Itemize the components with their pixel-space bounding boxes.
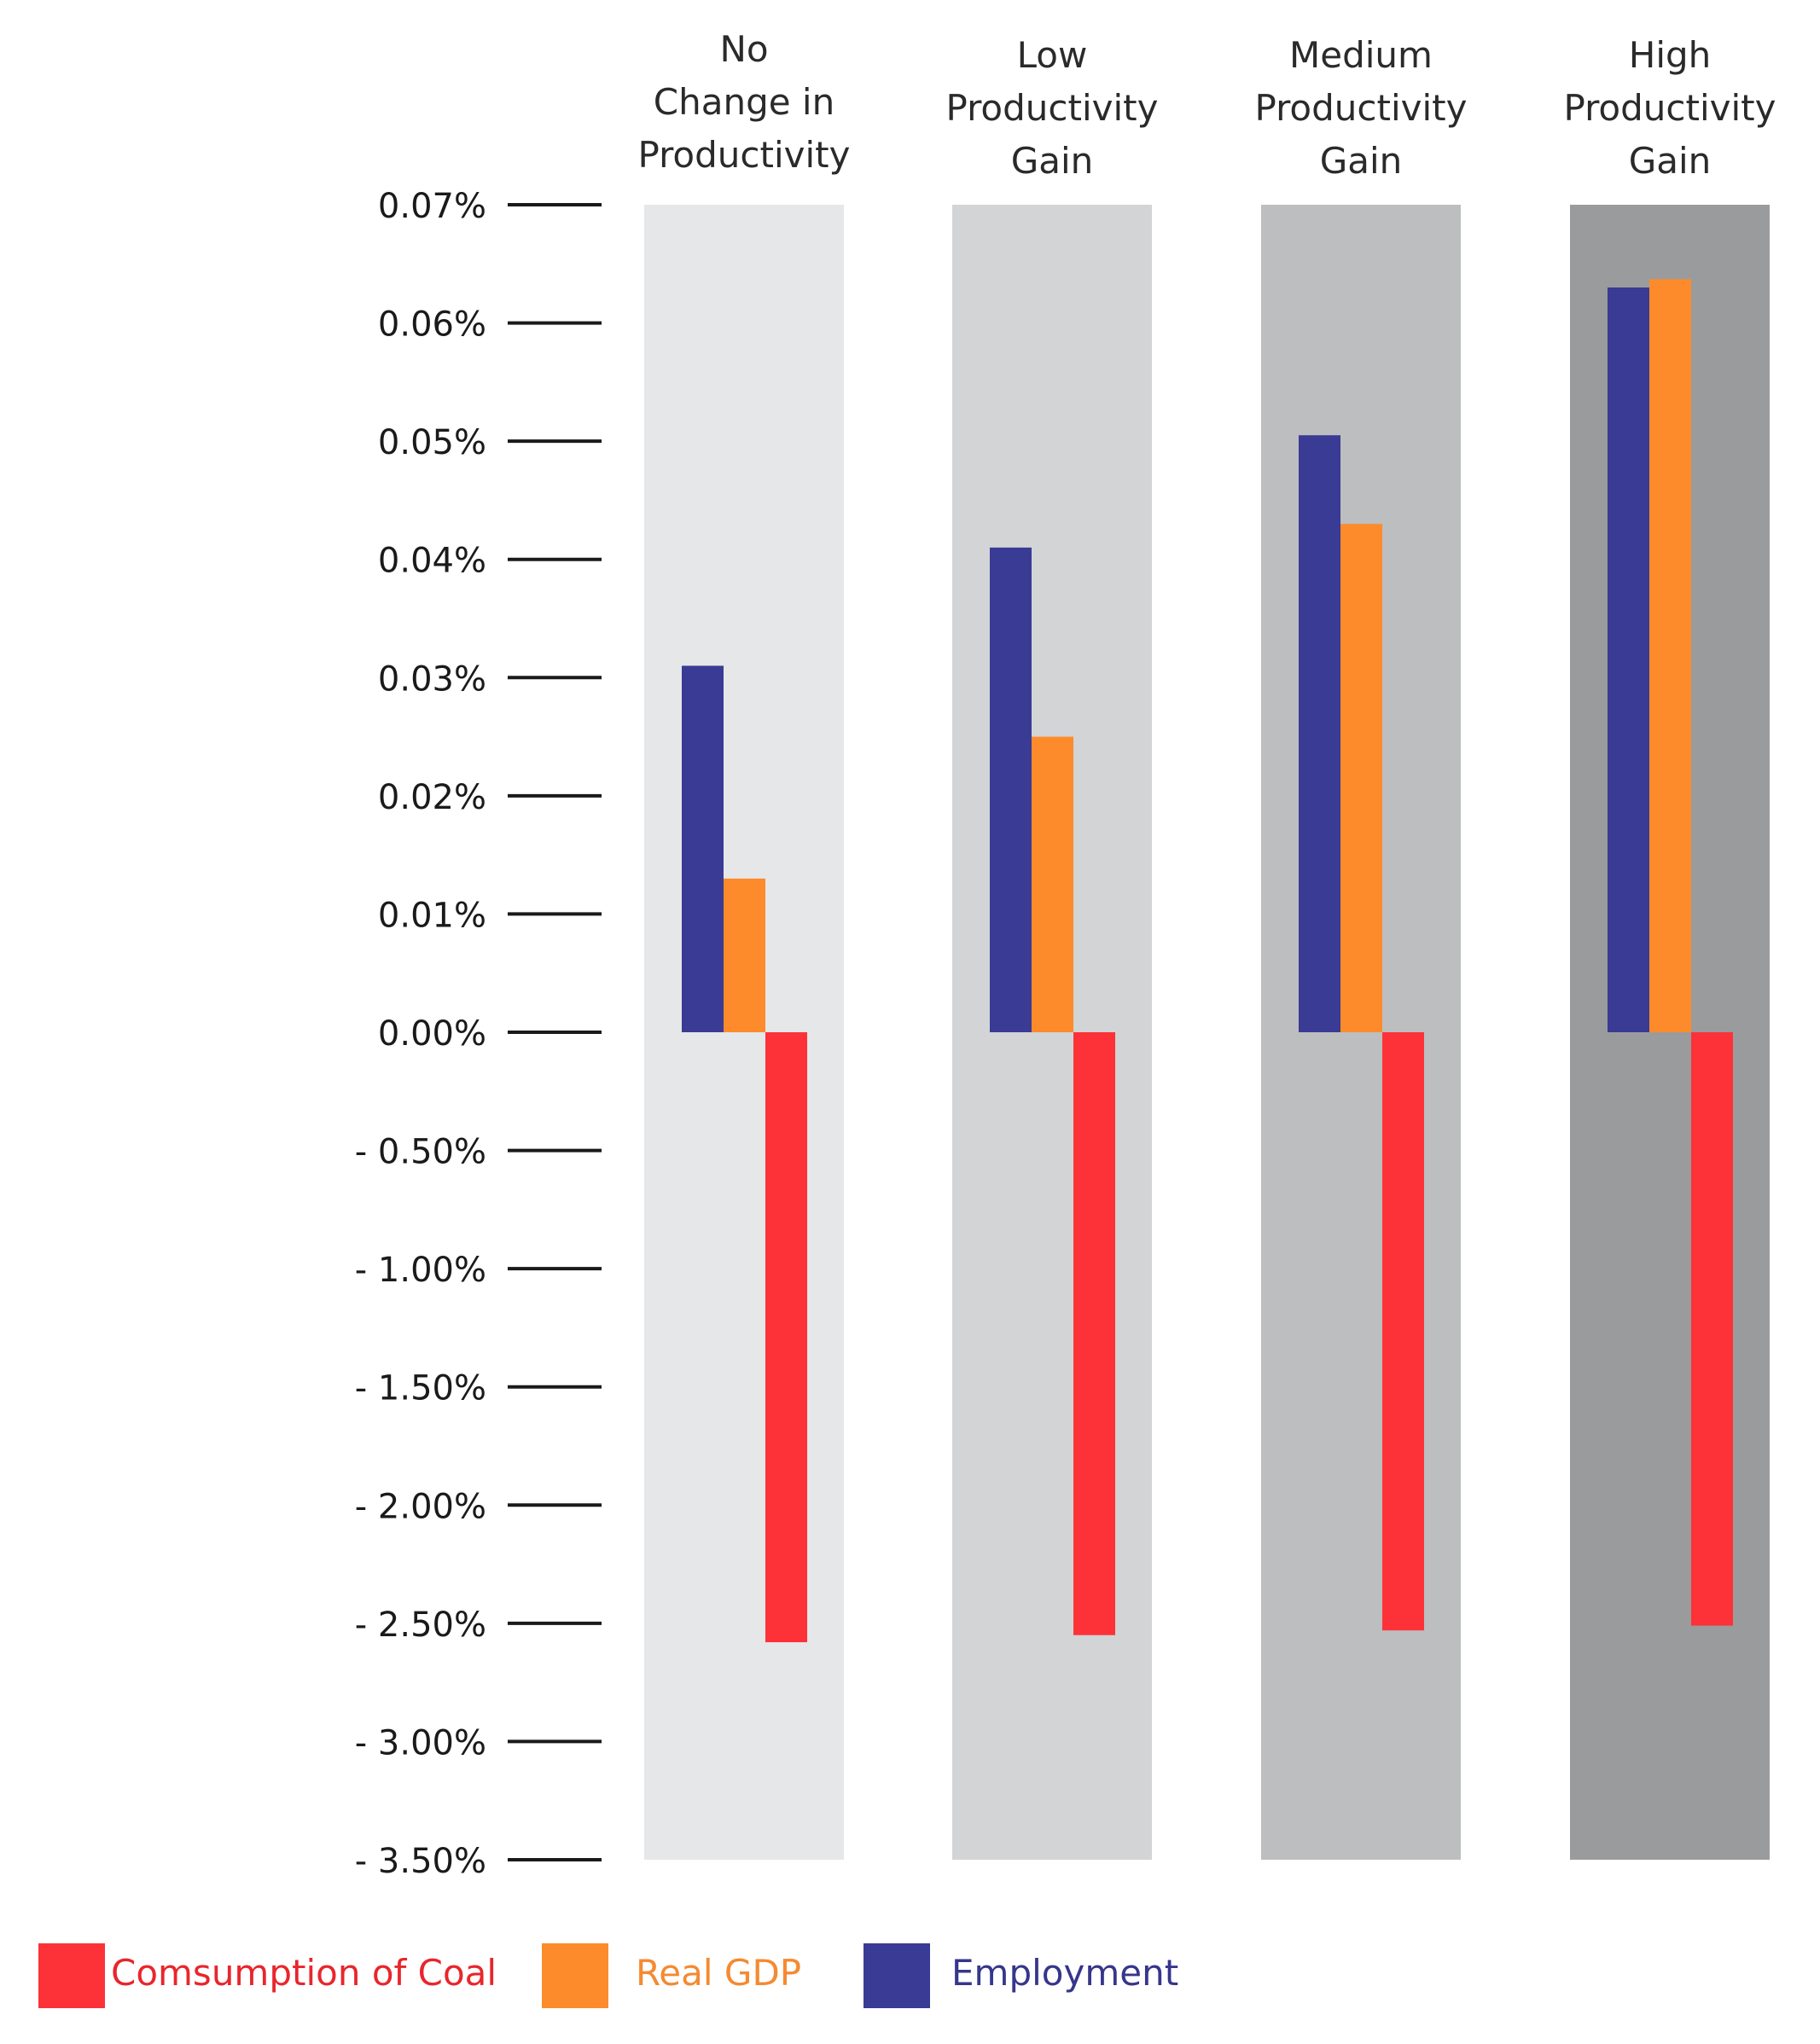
category-label: Productivity xyxy=(1564,87,1776,129)
category-label: Productivity xyxy=(946,87,1159,129)
tick-label: - 1.50% xyxy=(355,1369,486,1408)
tick-label: - 1.00% xyxy=(355,1251,486,1290)
category-label: Gain xyxy=(1320,140,1403,182)
legend-label: Employment xyxy=(951,1952,1178,1994)
category-label: Productivity xyxy=(1255,87,1468,129)
category-label: Low xyxy=(1017,34,1088,76)
bar-employment xyxy=(1608,287,1649,1032)
bar-employment xyxy=(1299,435,1340,1032)
legend-label: Comsumption of Coal xyxy=(111,1952,497,1994)
category-label: Productivity xyxy=(638,134,851,176)
category-label: Medium xyxy=(1289,34,1433,76)
tick-label: 0.02% xyxy=(378,778,486,817)
legend-swatch xyxy=(38,1943,105,2008)
category-label: No xyxy=(719,28,768,70)
bar-employment xyxy=(682,665,724,1032)
bar-consumption-of-coal xyxy=(1691,1032,1733,1626)
tick-label: 0.03% xyxy=(378,659,486,699)
tick-label: - 2.50% xyxy=(355,1606,486,1645)
category-label: Gain xyxy=(1011,140,1094,182)
bar-consumption-of-coal xyxy=(765,1032,807,1643)
bar-real-gdp xyxy=(1340,524,1382,1032)
bars xyxy=(682,279,1733,1643)
tick-label: - 2.00% xyxy=(355,1487,486,1526)
tick-label: - 0.50% xyxy=(355,1133,486,1172)
legend-label: Real GDP xyxy=(636,1952,801,1994)
tick-label: 0.06% xyxy=(378,305,486,345)
tick-label: 0.07% xyxy=(378,187,486,226)
tick-label: 0.04% xyxy=(378,542,486,581)
tick-label: 0.00% xyxy=(378,1014,486,1054)
category-label: Change in xyxy=(654,81,834,123)
legend: Comsumption of Coal Real GDP Employment xyxy=(38,1943,1178,2008)
bar-employment xyxy=(990,547,1032,1032)
bar-consumption-of-coal xyxy=(1073,1032,1115,1635)
tick-label: 0.05% xyxy=(378,423,486,462)
tick-label: - 3.50% xyxy=(355,1842,486,1881)
category-labels: No Change in Productivity Low Productivity Ga… xyxy=(638,28,1776,182)
y-axis: 0.07% 0.06% 0.05% 0.04% 0.03% 0.02% 0.01% 0.00%… xyxy=(355,187,602,1881)
tick-label: - 3.00% xyxy=(355,1723,486,1762)
bar-real-gdp xyxy=(1032,736,1073,1032)
tick-label: 0.01% xyxy=(378,896,486,935)
legend-swatch xyxy=(863,1943,930,2008)
bar-real-gdp xyxy=(724,878,765,1032)
category-label: High xyxy=(1629,34,1712,76)
bar-real-gdp xyxy=(1649,279,1691,1032)
category-panels xyxy=(644,205,1770,1860)
bar-consumption-of-coal xyxy=(1382,1032,1424,1631)
category-label: Gain xyxy=(1629,140,1712,182)
legend-swatch xyxy=(542,1943,608,2008)
